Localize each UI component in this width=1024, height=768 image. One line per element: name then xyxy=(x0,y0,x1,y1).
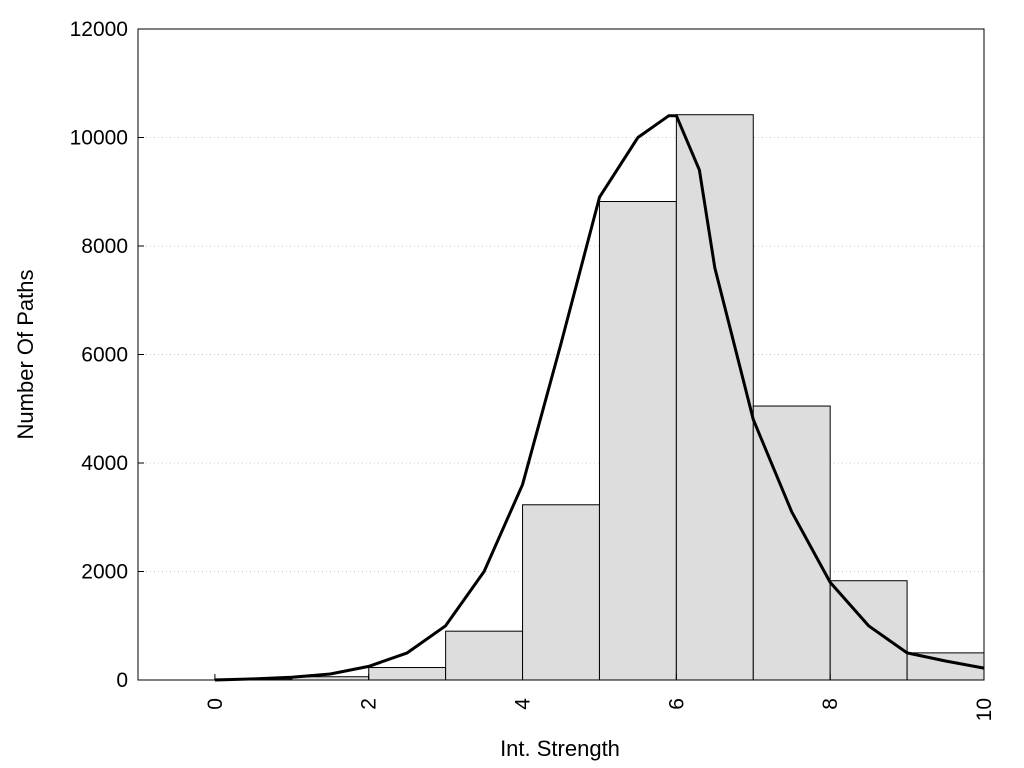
x-tick-label: 8 xyxy=(819,698,842,710)
density-curve xyxy=(214,114,985,682)
y-tick-label: 12000 xyxy=(70,18,128,41)
histogram-bar xyxy=(445,630,524,681)
histogram-bar xyxy=(522,504,600,681)
y-axis-title: Number Of Paths xyxy=(13,270,38,440)
x-tick-label: 6 xyxy=(665,698,688,710)
y-tick-label: 6000 xyxy=(81,344,128,367)
x-tick-label: 0 xyxy=(204,698,227,710)
x-tick-label: 2 xyxy=(358,698,381,710)
bars xyxy=(214,114,985,681)
y-tick-label: 8000 xyxy=(81,235,128,258)
grid-lines xyxy=(138,137,984,572)
y-tick-label: 10000 xyxy=(70,127,128,150)
histogram-bar xyxy=(598,201,677,681)
y-tick-label: 2000 xyxy=(81,561,128,584)
x-axis-title: Int. Strength xyxy=(500,736,620,761)
y-axis-ticks: 0 2000 4000 6000 8000 10000 12000 xyxy=(70,18,144,692)
x-tick-label: 10 xyxy=(973,698,996,721)
histogram-bar xyxy=(675,114,754,681)
y-tick-label: 0 xyxy=(116,669,128,692)
x-axis-ticks: 0 2 4 6 8 10 xyxy=(204,674,996,721)
x-tick-label: 4 xyxy=(512,698,535,710)
histogram-bar xyxy=(368,667,447,681)
y-tick-label: 4000 xyxy=(81,452,128,475)
